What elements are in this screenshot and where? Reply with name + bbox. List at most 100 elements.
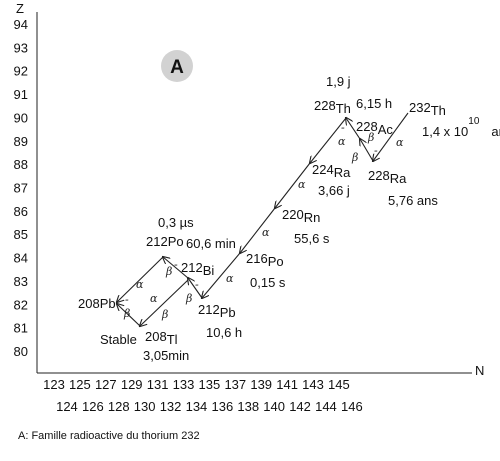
beta-label: β [165, 265, 172, 278]
x-tick-label: 144 [315, 399, 337, 414]
y-tick-label: 94 [14, 17, 28, 32]
beta-minus-label: - [374, 144, 378, 157]
alpha-arrow-th228-ra224 [310, 117, 347, 163]
beta-minus-label: - [195, 278, 199, 291]
y-tick-label: 82 [14, 297, 28, 312]
half-life-ac228: 6,15 h [356, 96, 392, 111]
half-life-tl208: 3,05min [143, 348, 189, 363]
beta-label: β [123, 307, 130, 320]
x-tick-label: 140 [263, 399, 285, 414]
nuclide-tl208: 208Tl [145, 329, 178, 347]
nuclide-bi212: 212Bi [181, 260, 214, 278]
x-tick-label: 130 [134, 399, 156, 414]
half-life-pb208: Stable [100, 332, 137, 347]
x-tick-label: 138 [237, 399, 259, 414]
nuclide-th228: 228Th [314, 98, 351, 116]
x-tick-labels-odd: 123 125 127 129 131 133 135 137 139 141 143 145 [43, 377, 350, 392]
nuclide-po216: 216Po [246, 251, 284, 269]
y-tick-label: 88 [14, 157, 28, 172]
nuclide-po212: 212Po [146, 234, 184, 249]
x-tick-labels-even: 124 126 128 130 132 134 136 138 140 142 144 146 [56, 399, 363, 414]
y-tick-label: 92 [14, 64, 28, 79]
section-badge-label: A [170, 57, 184, 78]
y-tick-label: 91 [14, 87, 28, 102]
y-tick-labels: 80 81 82 83 84 85 86 87 88 89 90 91 92 93 94 [14, 17, 28, 359]
x-tick-label: 135 [199, 377, 221, 392]
beta-arrow-tl208-pb208 [117, 304, 141, 327]
nuclide-ra224: 224Ra [312, 162, 351, 180]
alpha-arrow-po216-pb212 [202, 252, 241, 298]
alpha-arrow-po212-pb208 [117, 256, 164, 302]
x-tick-label: 143 [302, 377, 324, 392]
beta-minus-label: - [341, 121, 345, 134]
y-tick-label: 84 [14, 251, 28, 266]
x-tick-label: 136 [211, 399, 233, 414]
alpha-label: α [262, 226, 270, 239]
beta-arrow-ac228-th228 [346, 118, 361, 140]
beta-arrow-pb212-bi212 [188, 278, 203, 299]
x-axis-label: N [475, 363, 484, 378]
x-tick-label: 141 [276, 377, 298, 392]
half-life-ra228: 5,76 ans [388, 193, 438, 208]
beta-label: β [351, 151, 358, 164]
x-tick-label: 125 [69, 377, 91, 392]
half-life-ra224: 3,66 j [318, 183, 350, 198]
x-tick-label: 123 [43, 377, 65, 392]
x-tick-label: 126 [82, 399, 104, 414]
nuclide-th232: 232Th [409, 100, 446, 118]
half-life-bi212: 60,6 min [186, 236, 236, 251]
y-tick-label: 85 [14, 227, 28, 242]
nuclide-pb208: 208Pb [78, 296, 116, 311]
x-tick-label: 124 [56, 399, 78, 414]
x-tick-label: 142 [289, 399, 311, 414]
alpha-arrow-rn220-po216 [240, 207, 276, 253]
beta-minus-label: - [174, 258, 178, 271]
half-life-th228: 1,9 j [326, 74, 351, 89]
y-tick-label: 87 [14, 181, 28, 196]
x-tick-label: 139 [250, 377, 272, 392]
beta-label: β [185, 292, 192, 305]
x-tick-label: 129 [121, 377, 143, 392]
half-life-rn220: 55,6 s [294, 231, 330, 246]
x-tick-label: 131 [147, 377, 169, 392]
y-tick-label: 90 [14, 110, 28, 125]
alpha-label: α [338, 135, 346, 148]
figure-caption: A: Famille radioactive du thorium 232 [18, 430, 200, 442]
x-tick-label: 145 [328, 377, 350, 392]
x-tick-label: 137 [224, 377, 246, 392]
x-tick-label: 128 [108, 399, 130, 414]
section-badge [161, 50, 193, 82]
alpha-label: α [136, 278, 144, 291]
alpha-arrow-bi212-tl208 [140, 279, 189, 326]
half-life-po212: 0,3 µs [158, 215, 194, 230]
beta-label: β [161, 308, 168, 321]
alpha-label: α [298, 178, 306, 191]
x-tick-label: 127 [95, 377, 117, 392]
nuclide-pb212: 212Pb [198, 302, 236, 320]
beta-arrow-ra228-ac228 [360, 139, 374, 162]
alpha-label: α [150, 292, 158, 305]
nuclide-ac228: 228Ac [356, 119, 393, 137]
beta-arrow-bi212-po212 [163, 257, 189, 279]
y-axis-label: Z [16, 1, 24, 16]
alpha-arrow-ra224-rn220 [275, 162, 311, 208]
y-tick-label: 83 [14, 274, 28, 289]
y-tick-label: 89 [14, 134, 28, 149]
beta-minus-label: - [125, 293, 129, 306]
alpha-label: α [226, 272, 234, 285]
nuclide-ra228: 228Ra [368, 168, 407, 186]
x-tick-label: 133 [173, 377, 195, 392]
y-tick-label: 81 [14, 321, 28, 336]
x-tick-label: 132 [160, 399, 182, 414]
y-tick-label: 93 [14, 40, 28, 55]
y-tick-label: 80 [14, 344, 28, 359]
x-tick-label: 146 [341, 399, 363, 414]
nuclide-rn220: 220Rn [282, 207, 320, 225]
half-life-pb212: 10,6 h [206, 325, 242, 340]
alpha-label: α [396, 136, 404, 149]
y-tick-label: 86 [14, 204, 28, 219]
half-life-th232: 1,4 x 1010ans [422, 116, 500, 139]
x-tick-label: 134 [186, 399, 208, 414]
